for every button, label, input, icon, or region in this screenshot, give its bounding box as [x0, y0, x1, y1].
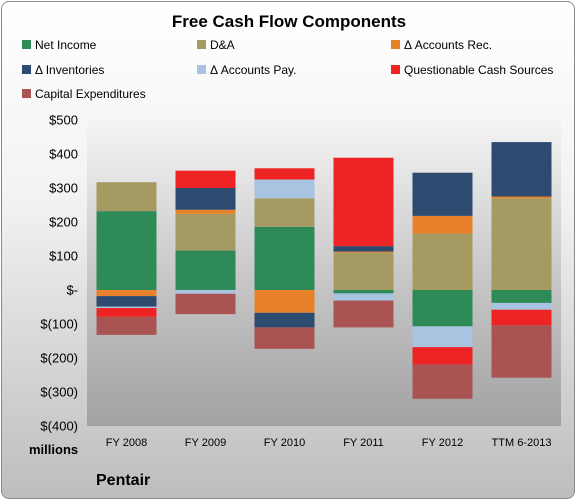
y-tick-label: $100 — [49, 249, 78, 264]
company-label: Pentair — [96, 472, 151, 489]
legend-swatch — [197, 40, 206, 49]
bar-segment — [254, 312, 315, 328]
y-tick-label: $(100) — [40, 317, 78, 332]
bar-segment — [96, 290, 157, 297]
y-tick-label: $500 — [49, 113, 78, 128]
bar-segment — [254, 198, 315, 227]
x-tick-label: FY 2009 — [185, 437, 226, 449]
bar-segment — [412, 215, 473, 234]
bar-segment — [333, 252, 394, 290]
bar-segment — [333, 251, 394, 253]
bar-segment — [491, 325, 552, 378]
bar-segment — [333, 246, 394, 252]
legend-label: Δ Inventories — [35, 63, 105, 77]
legend-label: Questionable Cash Sources — [404, 63, 554, 77]
bar-segment — [491, 196, 552, 199]
bar-segment — [333, 290, 394, 294]
bar-segment — [96, 182, 157, 212]
legend-swatch — [391, 65, 400, 74]
x-tick-label: FY 2012 — [422, 437, 463, 449]
legend-item: Δ Accounts Rec. — [391, 38, 492, 52]
bar-segment — [491, 142, 552, 197]
bar-segment — [175, 170, 236, 188]
legend-item: Δ Accounts Pay. — [197, 63, 297, 77]
y-tick-label: $(400) — [40, 419, 78, 434]
bar-segment — [254, 168, 315, 180]
bar-segment — [491, 309, 552, 326]
legend-label: D&A — [210, 38, 235, 52]
bar-segment — [96, 296, 157, 307]
y-tick-label: $(200) — [40, 351, 78, 366]
y-tick-label: $(300) — [40, 385, 78, 400]
y-tick-label: $- — [66, 283, 78, 298]
bar-segment — [412, 364, 473, 399]
bar-segment — [412, 290, 473, 327]
legend-swatch — [22, 40, 31, 49]
legend-label: Capital Expenditures — [35, 87, 146, 101]
plot-area — [87, 120, 561, 426]
unit-label: millions — [29, 442, 79, 457]
x-tick-label: FY 2010 — [264, 437, 305, 449]
legend-item: Net Income — [22, 38, 96, 52]
y-tick-label: $400 — [49, 147, 78, 162]
bar-segment — [254, 290, 315, 313]
legend-label: Δ Accounts Rec. — [404, 38, 493, 52]
bar-segment — [175, 188, 236, 210]
bar-segment — [412, 172, 473, 216]
bar-segment — [333, 157, 394, 247]
x-tick-label: FY 2011 — [343, 437, 384, 449]
legend-label: Δ Accounts Pay. — [210, 63, 297, 77]
legend-item: Δ Inventories — [22, 63, 104, 77]
bar-segment — [96, 211, 157, 290]
legend-swatch — [22, 89, 31, 98]
bar-segment — [175, 293, 236, 315]
chart-title: Free Cash Flow Components — [171, 12, 407, 31]
bar-segment — [175, 290, 236, 294]
legend-swatch — [22, 65, 31, 74]
x-tick-label: TTM 6-2013 — [492, 437, 552, 449]
legend-item: Questionable Cash Sources — [391, 63, 553, 77]
bar-segment — [175, 213, 236, 251]
legend-swatch — [391, 40, 400, 49]
bar-segment — [412, 347, 473, 365]
bar-segment — [333, 293, 394, 301]
legend-swatch — [197, 65, 206, 74]
legend-item: D&A — [197, 38, 235, 52]
bar-segment — [491, 302, 552, 310]
y-tick-label: $300 — [49, 181, 78, 196]
bar-segment — [412, 326, 473, 348]
y-tick-label: $200 — [49, 215, 78, 230]
bar-segment — [254, 327, 315, 349]
bar-segment — [96, 308, 157, 317]
bar-segment — [254, 226, 315, 290]
legend-item: Capital Expenditures — [22, 87, 146, 101]
bar-segment — [412, 233, 473, 290]
bar-segment — [491, 198, 552, 290]
bar-segment — [175, 209, 236, 214]
bar-segment — [333, 300, 394, 328]
bar-segment — [96, 306, 157, 309]
bar-segment — [254, 179, 315, 199]
bar-segment — [96, 316, 157, 335]
bar-segment — [491, 290, 552, 303]
bar-segment — [175, 250, 236, 290]
x-tick-label: FY 2008 — [106, 437, 147, 449]
legend-label: Net Income — [35, 38, 97, 52]
